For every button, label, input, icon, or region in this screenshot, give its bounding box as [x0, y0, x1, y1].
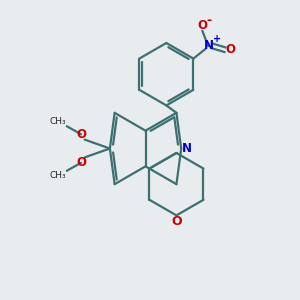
Text: O: O	[76, 128, 86, 141]
Text: CH₃: CH₃	[50, 171, 66, 180]
Text: O: O	[226, 43, 236, 56]
Text: O: O	[197, 19, 207, 32]
Text: O: O	[171, 215, 182, 228]
Text: O: O	[76, 156, 86, 169]
Text: CH₃: CH₃	[50, 117, 66, 126]
Text: -: -	[207, 14, 212, 27]
Text: +: +	[213, 34, 221, 44]
Text: N: N	[182, 142, 192, 155]
Text: N: N	[204, 39, 214, 52]
